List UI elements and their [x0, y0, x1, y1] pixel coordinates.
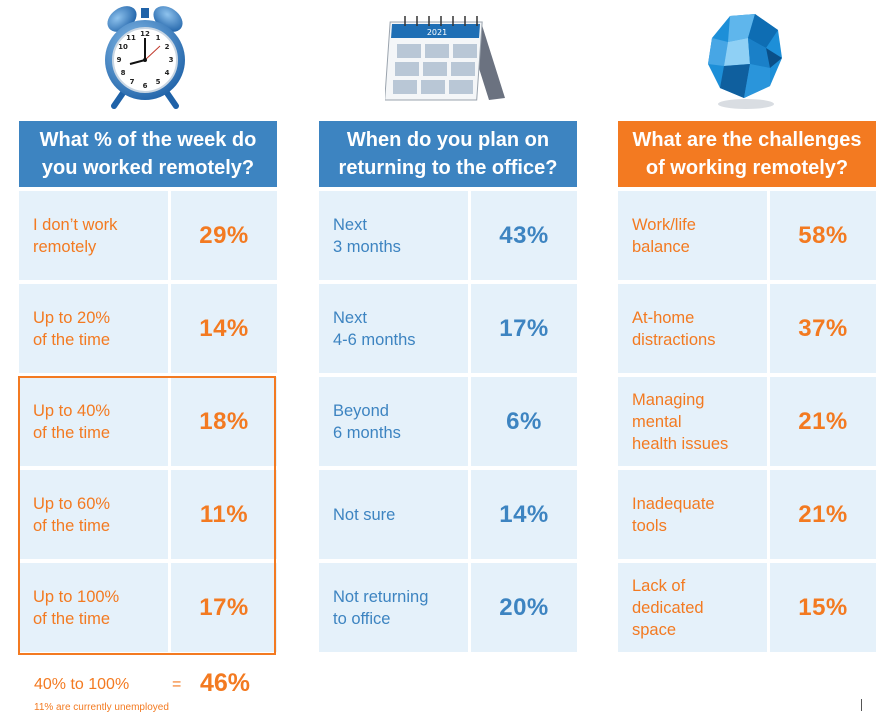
row-label: Up to 40% of the time [19, 377, 168, 466]
summary-value: 46% [200, 669, 251, 697]
row-value: 17% [471, 284, 577, 373]
row-label: Lack of dedicated space [618, 563, 767, 652]
table-row: Up to 60% of the time 11% [19, 470, 277, 559]
crumpled-paper-icon [708, 14, 782, 109]
table-row: Up to 40% of the time 18% [19, 377, 277, 466]
row-label: Work/life balance [618, 191, 767, 280]
row-value: 17% [171, 563, 277, 652]
row-label: Up to 100% of the time [19, 563, 168, 652]
svg-text:11: 11 [126, 34, 136, 42]
summary-label: 40% to 100% [34, 676, 130, 693]
svg-text:1: 1 [156, 34, 161, 42]
table-row: Managing mental health issues 21% [618, 377, 876, 466]
footnote: 11% are currently unemployed [34, 702, 169, 713]
row-value: 11% [171, 470, 277, 559]
row-value: 15% [770, 563, 876, 652]
table-row: Inadequate tools 21% [618, 470, 876, 559]
row-value: 14% [171, 284, 277, 373]
svg-text:12: 12 [140, 30, 150, 38]
svg-text:6: 6 [143, 82, 148, 90]
table-row: Next 4-6 months 17% [319, 284, 577, 373]
table-row: At-home distractions 37% [618, 284, 876, 373]
summary-equals: = [172, 676, 182, 693]
divider-mark [861, 699, 862, 711]
panel-title-line: When do you plan on [346, 129, 550, 151]
svg-text:10: 10 [118, 43, 128, 51]
row-label: Next 3 months [319, 191, 468, 280]
table-row: I don’t work remotely 29% [19, 191, 277, 280]
table-row: Next 3 months 43% [319, 191, 577, 280]
svg-text:5: 5 [156, 78, 161, 86]
row-value: 43% [471, 191, 577, 280]
panel-header: What % of the week do you worked remotel… [19, 121, 277, 187]
row-label: Managing mental health issues [618, 377, 767, 466]
table-row: Beyond 6 months 6% [319, 377, 577, 466]
row-value: 14% [471, 470, 577, 559]
panel-header: When do you plan on returning to the off… [319, 121, 577, 187]
svg-text:8: 8 [121, 69, 126, 77]
panel-title-line: What are the challenges [632, 129, 862, 151]
row-label: At-home distractions [618, 284, 767, 373]
table-row: Not returning to office 20% [319, 563, 577, 652]
panel-header: What are the challenges of working remot… [618, 121, 876, 187]
row-label: I don’t work remotely [19, 191, 168, 280]
row-value: 21% [770, 470, 876, 559]
remote-week-panel: What % of the week do you worked remotel… [19, 121, 277, 652]
table-row: Lack of dedicated space 15% [618, 563, 876, 652]
svg-text:9: 9 [117, 56, 122, 64]
table-row: Work/life balance 58% [618, 191, 876, 280]
svg-text:7: 7 [130, 78, 135, 86]
row-value: 18% [171, 377, 277, 466]
svg-text:2: 2 [165, 43, 170, 51]
row-value: 20% [471, 563, 577, 652]
row-label: Not returning to office [319, 563, 468, 652]
panel-title-line: you worked remotely? [41, 157, 255, 179]
row-label: Up to 20% of the time [19, 284, 168, 373]
panel-title-line: of working remotely? [645, 157, 849, 179]
panel-title-line: returning to the office? [338, 157, 558, 179]
table-row: Up to 100% of the time 17% [19, 563, 277, 652]
calendar-year: 2021 [427, 28, 447, 37]
row-value: 6% [471, 377, 577, 466]
row-label: Up to 60% of the time [19, 470, 168, 559]
row-label: Beyond 6 months [319, 377, 468, 466]
panel-title-line: What % of the week do [39, 129, 257, 151]
row-value: 37% [770, 284, 876, 373]
table-row: Up to 20% of the time 14% [19, 284, 277, 373]
row-value: 29% [171, 191, 277, 280]
row-value: 21% [770, 377, 876, 466]
row-label: Not sure [319, 470, 468, 559]
row-label: Next 4-6 months [319, 284, 468, 373]
row-label: Inadequate tools [618, 470, 767, 559]
challenges-panel: What are the challenges of working remot… [618, 121, 876, 652]
row-value: 58% [770, 191, 876, 280]
return-office-panel: When do you plan on returning to the off… [319, 121, 577, 652]
svg-text:3: 3 [169, 56, 174, 64]
table-row: Not sure 14% [319, 470, 577, 559]
desk-calendar-icon: 2021 [385, 16, 505, 101]
svg-text:4: 4 [165, 69, 170, 77]
